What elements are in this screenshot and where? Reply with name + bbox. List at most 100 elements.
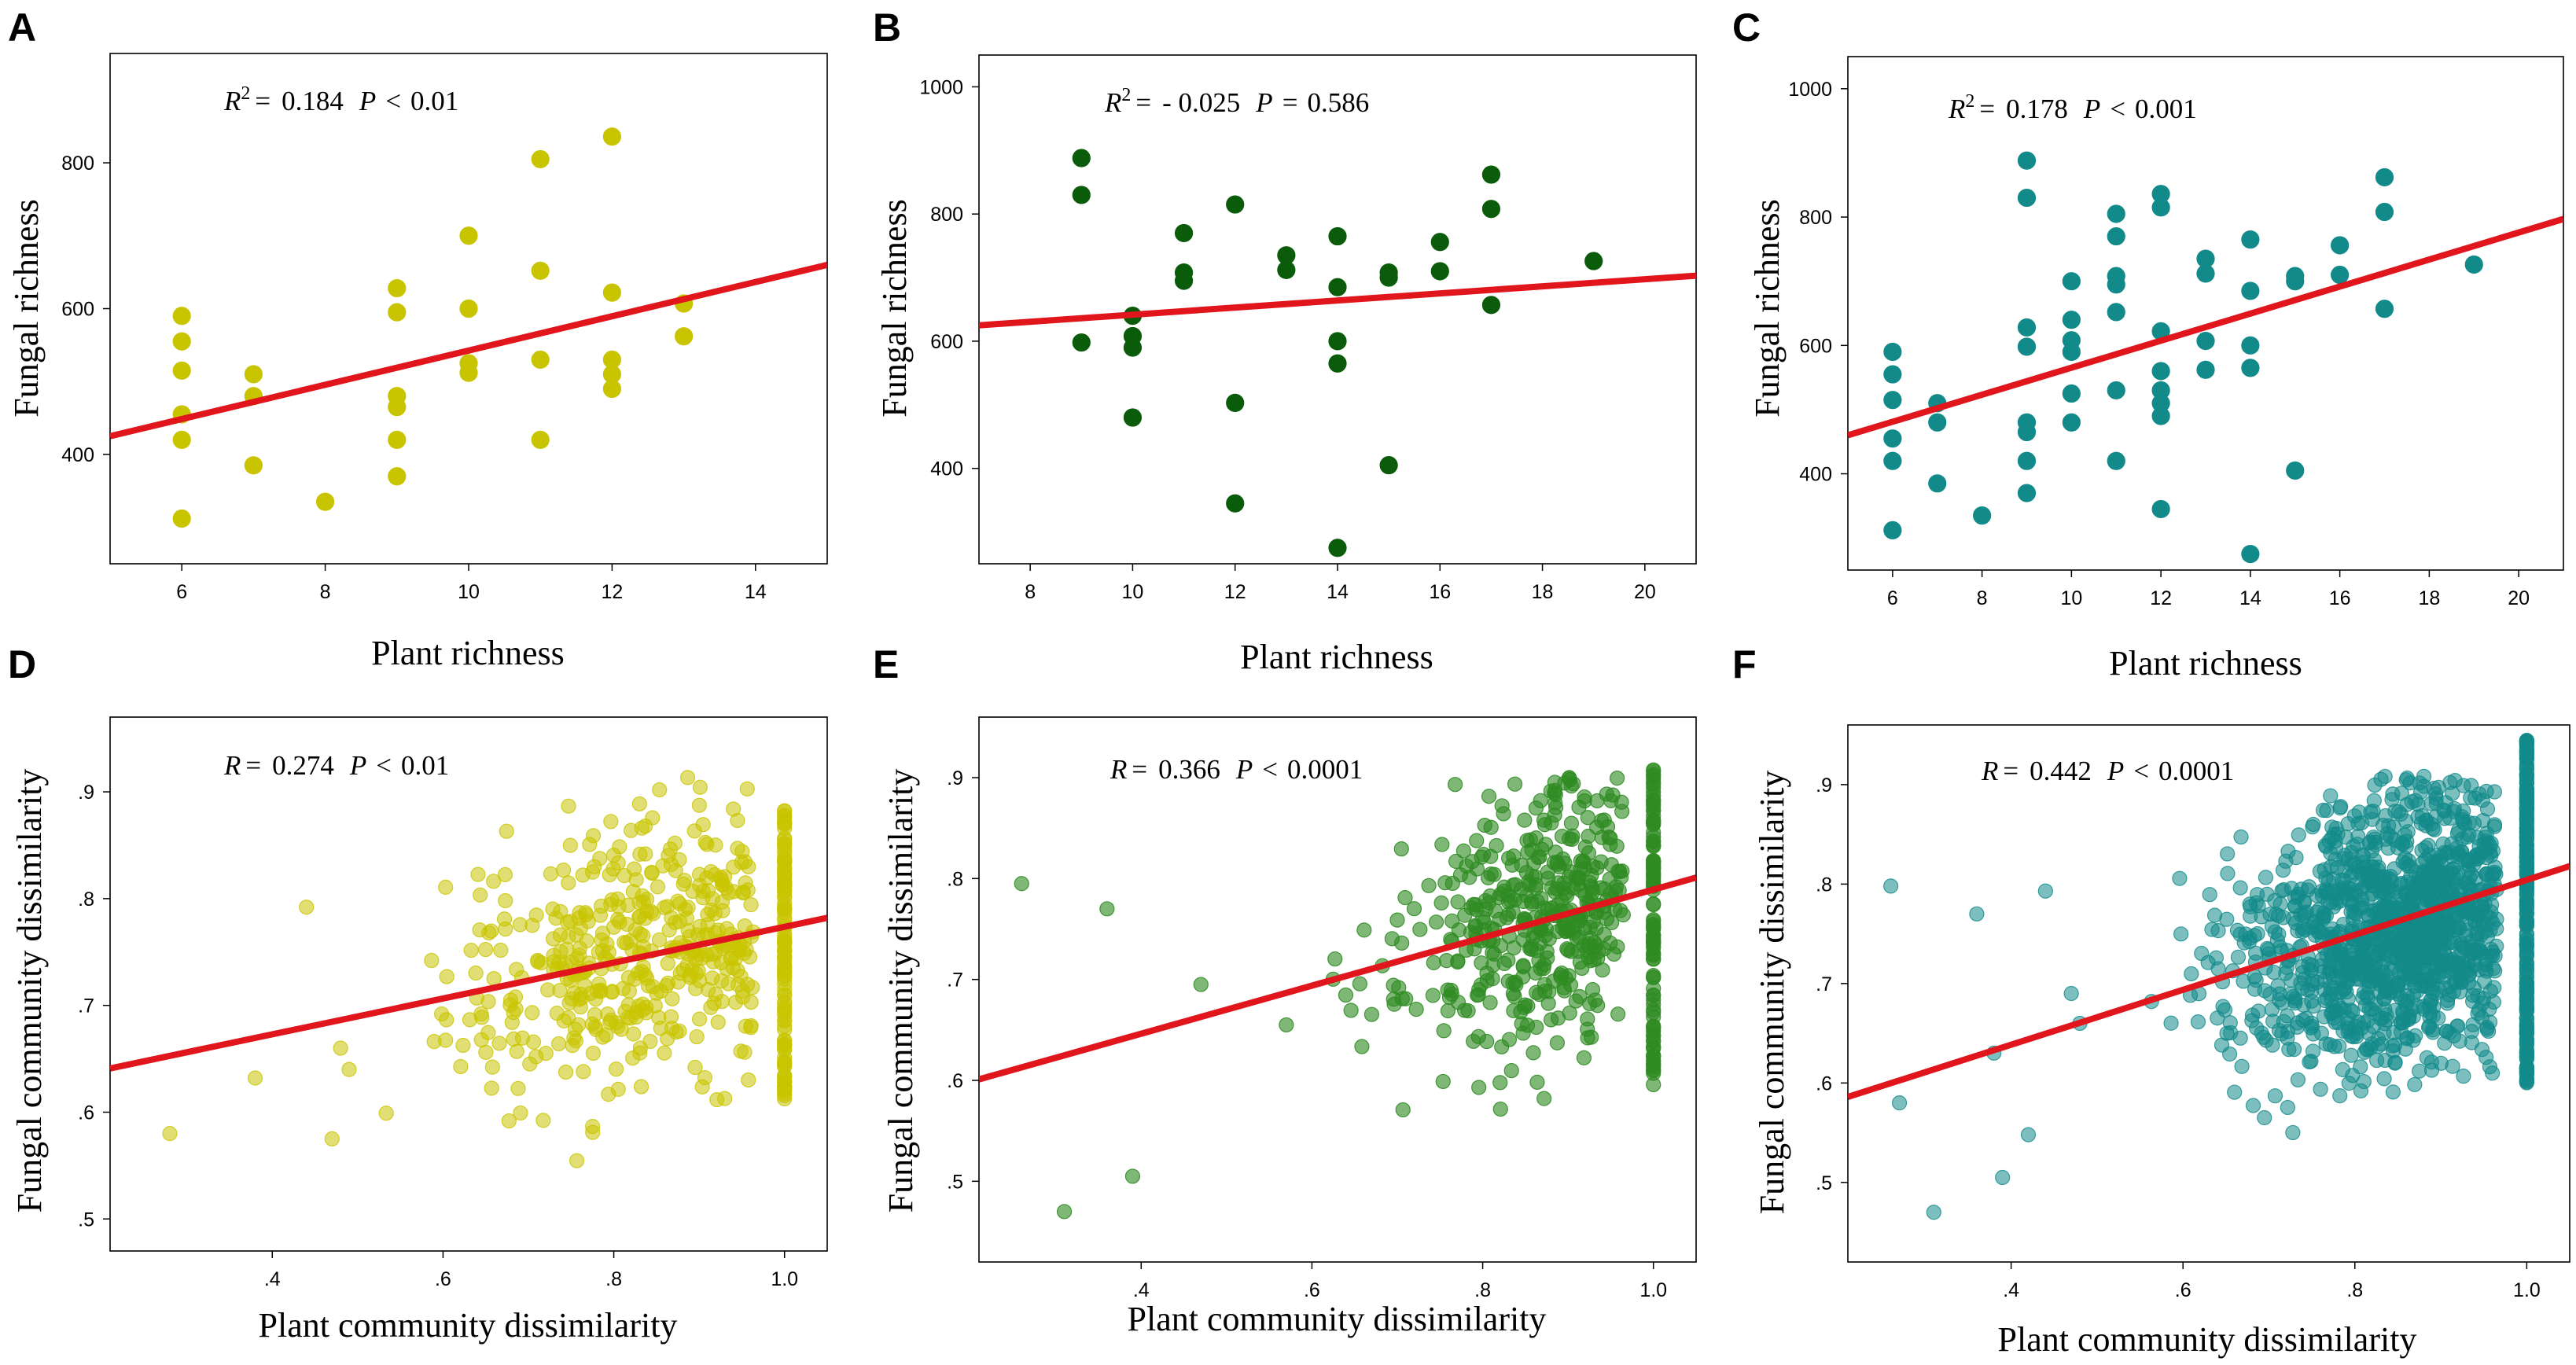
data-point <box>2309 974 2325 990</box>
data-point <box>2519 782 2534 798</box>
data-point <box>2037 883 2053 899</box>
x-tick-label: 8 <box>320 581 331 603</box>
stat-value: 0.442 <box>2030 756 2092 786</box>
stat-operator: = <box>1132 754 1147 785</box>
data-point <box>572 999 588 1015</box>
data-point <box>1476 914 1492 930</box>
data-point <box>777 933 793 948</box>
data-point <box>2020 1127 2037 1142</box>
data-point <box>1969 906 1985 922</box>
data-point <box>2222 1015 2238 1031</box>
data-point <box>552 983 568 999</box>
data-point <box>2385 1084 2401 1100</box>
stat-annotation: R = 0.274 P <0.01 <box>223 750 449 781</box>
data-point <box>2248 973 2264 988</box>
x-tick-label: 20 <box>1634 581 1656 603</box>
data-point <box>2151 499 2170 519</box>
data-point <box>1926 1205 1941 1220</box>
data-point <box>777 889 793 905</box>
data-point <box>1433 895 1449 911</box>
data-point <box>2376 1071 2392 1087</box>
data-point <box>2361 1025 2377 1041</box>
x-tick-label: .6 <box>435 1268 451 1290</box>
data-point <box>1471 981 1487 998</box>
data-point <box>1496 806 1511 822</box>
y-tick-label: .5 <box>78 1209 94 1231</box>
data-point <box>2390 977 2405 993</box>
data-point <box>743 1020 759 1036</box>
data-point <box>2257 1109 2272 1126</box>
data-point <box>2412 972 2427 988</box>
data-point <box>602 866 617 883</box>
data-point <box>634 820 650 836</box>
data-point <box>1577 920 1592 936</box>
stat-symbol: R <box>1948 94 1965 124</box>
data-points <box>110 770 827 1168</box>
data-point <box>478 1044 494 1060</box>
data-point <box>1554 829 1570 844</box>
data-point <box>2286 1041 2302 1058</box>
data-point <box>2519 1061 2534 1077</box>
data-point <box>2280 1030 2295 1046</box>
data-point <box>727 995 744 1010</box>
data-point <box>2385 786 2401 802</box>
data-point <box>2151 198 2170 217</box>
data-point <box>1174 271 1194 290</box>
data-point <box>2328 958 2344 974</box>
y-tick-label: 600 <box>61 299 94 321</box>
data-point <box>1595 962 1610 978</box>
data-point <box>2062 272 2081 291</box>
data-point <box>1928 413 1947 432</box>
data-point <box>777 1036 793 1052</box>
data-point <box>777 976 793 992</box>
data-point <box>2301 879 2317 895</box>
regression-line <box>1848 863 2570 1100</box>
stat-symbol: R <box>223 750 241 781</box>
data-point <box>2316 905 2331 921</box>
x-tick-label: 14 <box>1327 581 1349 603</box>
stat-p-value: 0.01 <box>401 750 449 781</box>
data-point <box>555 863 572 878</box>
data-point <box>1471 1080 1487 1095</box>
data-point <box>2196 360 2215 379</box>
data-point <box>2340 852 2356 867</box>
data-point <box>1124 1168 1141 1184</box>
data-point <box>2404 1002 2420 1017</box>
x-tick-label: 14 <box>2239 587 2261 609</box>
data-point <box>708 837 723 853</box>
y-tick-label: .7 <box>947 969 963 992</box>
data-point <box>2474 927 2490 943</box>
x-tick-label: 10 <box>2060 587 2082 609</box>
x-tick-label: 12 <box>2150 587 2172 609</box>
data-point <box>2519 767 2534 783</box>
data-point <box>2445 1058 2460 1074</box>
data-point <box>2318 839 2334 855</box>
y-tick-label: 600 <box>930 331 963 353</box>
stat-p-symbol: P <box>1255 87 1272 118</box>
data-point <box>730 841 745 856</box>
data-point <box>638 846 653 862</box>
data-point <box>1406 901 1422 917</box>
data-point <box>2107 275 2125 294</box>
data-point <box>2107 226 2125 246</box>
data-point <box>608 1061 624 1077</box>
data-point <box>2313 1081 2328 1097</box>
data-point <box>1534 841 1550 857</box>
y-axis-title: Fungal community dissimilarity <box>881 769 920 1213</box>
data-point <box>653 1021 668 1036</box>
data-point <box>2519 850 2534 866</box>
data-point <box>2332 1088 2348 1104</box>
data-point <box>2412 1063 2427 1079</box>
data-point <box>660 955 675 971</box>
data-point <box>588 1021 604 1037</box>
data-point <box>333 1040 348 1056</box>
data-point <box>1506 940 1522 956</box>
data-point <box>777 953 793 969</box>
data-point <box>2460 857 2476 873</box>
data-points <box>979 149 1696 557</box>
data-point <box>1533 793 1548 808</box>
data-point <box>1277 260 1296 279</box>
data-point <box>1580 1021 1595 1037</box>
data-point <box>2464 1035 2479 1050</box>
data-point <box>558 1064 574 1080</box>
